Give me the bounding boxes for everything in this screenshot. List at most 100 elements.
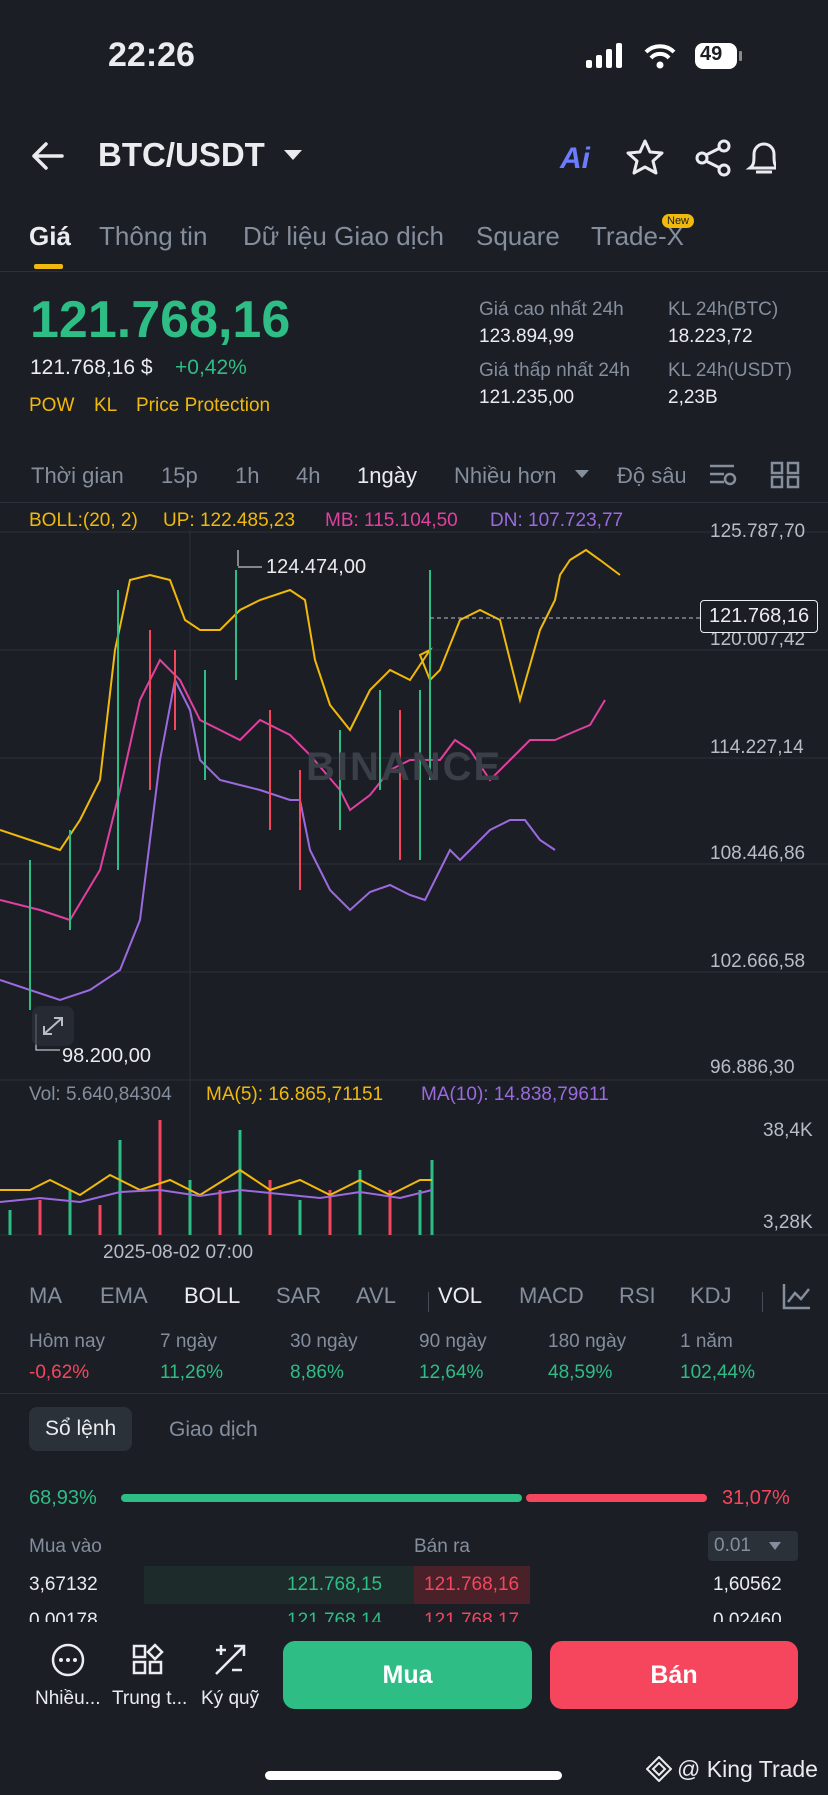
status-icons — [586, 43, 742, 69]
stat-label: Giá cao nhất 24h — [479, 299, 624, 320]
boll-dn: DN: 107.723,77 — [490, 510, 624, 531]
price-axis-label: 120.007,42 — [710, 629, 806, 650]
stat-value: 18.223,72 — [668, 326, 753, 347]
boll-mb: MB: 115.104,50 — [325, 510, 458, 531]
interval[interactable]: Nhiều hơn — [454, 463, 557, 488]
indicator[interactable]: AVL — [356, 1283, 396, 1308]
chart-settings[interactable] — [708, 460, 806, 490]
indicator[interactable]: EMA — [100, 1283, 148, 1308]
tab[interactable]: Giá — [29, 221, 71, 251]
ma10-label: MA(10): 14.838,79611 — [421, 1084, 609, 1105]
battery: 49 — [700, 43, 723, 65]
indicator-settings[interactable] — [782, 1282, 812, 1310]
tag[interactable]: Price Protection — [136, 395, 271, 416]
date-label: 2025-08-02 07:00 — [103, 1242, 254, 1263]
low-label: 98.200,00 — [62, 1045, 151, 1067]
last-price: 121.768,16 — [30, 291, 291, 349]
orderbook-tab[interactable]: Giao dịch — [169, 1418, 258, 1441]
perf-label: 7 ngày — [160, 1331, 218, 1352]
perf-value: 11,26% — [160, 1362, 224, 1383]
price-axis-label: 96.886,30 — [710, 1057, 795, 1078]
watermark: BINANCE — [306, 745, 503, 789]
divider — [0, 1393, 828, 1394]
nav-icons — [51, 1643, 246, 1677]
interval[interactable]: 1h — [235, 463, 260, 488]
sell-header: Bán ra — [414, 1536, 470, 1557]
perf-label: 1 năm — [680, 1331, 733, 1352]
tab[interactable]: Square — [476, 221, 560, 251]
interval[interactable]: Độ sâu — [617, 463, 685, 488]
stat-value: 2,23B — [668, 387, 718, 408]
credit: @ King Trade — [677, 1756, 818, 1782]
sell-price: 121.768,16 — [424, 1574, 520, 1595]
sell-ratio-bar — [526, 1494, 707, 1502]
perf-label: 180 ngày — [548, 1331, 627, 1352]
perf-label: 90 ngày — [419, 1331, 487, 1352]
indicator-active[interactable]: VOL — [438, 1283, 483, 1308]
price-axis-label: 108.446,86 — [710, 843, 806, 864]
boll-label: BOLL:(20, 2) — [29, 510, 138, 531]
indicator[interactable]: RSI — [619, 1283, 656, 1308]
tab[interactable]: Thông tin — [99, 221, 208, 251]
boll-up: UP: 122.485,23 — [163, 510, 296, 531]
price-axis-label: 114.227,14 — [710, 737, 804, 758]
nav-more[interactable]: Nhiều... — [35, 1688, 101, 1709]
divider — [0, 502, 828, 503]
tab-indicator — [34, 264, 63, 269]
vol-label: Vol: 5.640,84304 — [29, 1084, 172, 1105]
buy-header: Mua vào — [29, 1536, 102, 1557]
caret — [769, 1542, 781, 1550]
stat-value: 121.235,00 — [479, 387, 575, 408]
caret — [575, 470, 589, 478]
stat-label: KL 24h(USDT) — [668, 360, 792, 381]
current-price-tag: 121.768,16 — [700, 600, 819, 633]
vol-axis-label: 3,28K — [763, 1212, 813, 1233]
clock: 22:26 — [108, 36, 195, 74]
sell-amount: 1,60562 — [713, 1574, 782, 1595]
stat-label: KL 24h(BTC) — [668, 299, 779, 320]
header-actions — [626, 139, 776, 177]
perf-value: -0,62% — [29, 1362, 90, 1383]
perf-value: 102,44% — [680, 1362, 756, 1383]
sell-button[interactable]: Bán — [550, 1641, 798, 1709]
tag[interactable]: KL — [94, 395, 118, 416]
nav-margin[interactable]: Ký quỹ — [201, 1688, 260, 1709]
perf-value: 48,59% — [548, 1362, 613, 1383]
perf-value: 8,86% — [290, 1362, 344, 1383]
interval[interactable]: 15p — [161, 463, 198, 488]
price-axis-label: 125.787,70 — [710, 521, 806, 542]
buy-button[interactable]: Mua — [283, 1641, 532, 1709]
nav-center[interactable]: Trung t... — [112, 1688, 188, 1709]
price-axis-label: 102.666,58 — [710, 951, 806, 972]
precision-select[interactable]: 0.01 — [708, 1531, 798, 1561]
separator — [762, 1292, 763, 1312]
back-button[interactable] — [30, 140, 66, 172]
interval-active[interactable]: 1ngày — [357, 463, 417, 488]
credit-icon — [646, 1756, 672, 1782]
orderbook-tab-active[interactable]: Sổ lệnh — [29, 1407, 133, 1451]
buy-depth — [144, 1566, 414, 1604]
perf-value: 12,64% — [419, 1362, 484, 1383]
pair-selector[interactable]: BTC/USDT — [98, 136, 265, 173]
interval[interactable]: Thời gian — [31, 463, 124, 488]
perf-label: Hôm nay — [29, 1331, 106, 1352]
buy-amount: 3,67132 — [29, 1574, 98, 1595]
indicator[interactable]: MACD — [519, 1283, 584, 1308]
tab[interactable]: Dữ liệu Giao dịch — [243, 221, 444, 251]
interval[interactable]: 4h — [296, 463, 321, 488]
tag[interactable]: POW — [29, 395, 75, 416]
ai-button[interactable]: Ai — [560, 142, 590, 175]
usd-price: 121.768,16 $ — [30, 356, 153, 379]
sell-ratio: 31,07% — [722, 1487, 790, 1509]
buy-price: 121.768,15 — [287, 1574, 383, 1595]
indicator[interactable]: KDJ — [690, 1283, 732, 1308]
buy-ratio-bar — [121, 1494, 522, 1502]
new-badge: New — [662, 214, 695, 228]
ma5-label: MA(5): 16.865,71151 — [206, 1084, 384, 1105]
indicator[interactable]: SAR — [276, 1283, 322, 1308]
kline-chart — [0, 530, 828, 1236]
home-indicator — [265, 1771, 562, 1780]
indicator-active[interactable]: BOLL — [184, 1283, 241, 1308]
indicator[interactable]: MA — [29, 1283, 62, 1308]
